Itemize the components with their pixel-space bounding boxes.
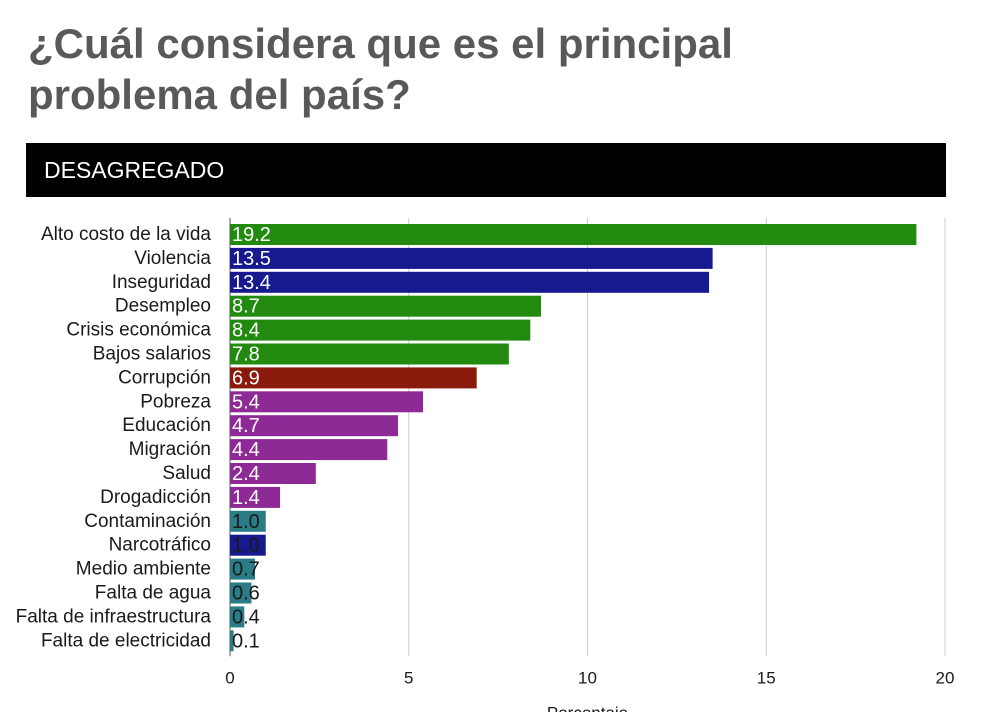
- value-label: 1.0: [232, 535, 260, 557]
- category-label: Bajos salarios: [93, 344, 211, 365]
- value-labels: 19.213.513.48.78.47.86.95.44.74.42.41.41…: [232, 224, 271, 652]
- bar: [230, 415, 399, 437]
- bar-chart: Alto costo de la vida Violencia Insegurida…: [16, 218, 954, 712]
- bar: [230, 391, 424, 413]
- value-label: 5.4: [232, 391, 260, 413]
- bar: [230, 319, 531, 341]
- category-label: Falta de agua: [95, 583, 212, 604]
- category-label: Medio ambiente: [76, 559, 211, 580]
- category-label: Migración: [129, 439, 211, 460]
- x-tick-label: 10: [578, 668, 597, 687]
- bars: [230, 224, 917, 652]
- category-label: Desempleo: [115, 296, 211, 317]
- bar: [230, 271, 710, 293]
- bar: [230, 224, 917, 245]
- bar: [230, 247, 713, 269]
- value-label: 19.2: [232, 224, 271, 246]
- category-label: Crisis económica: [66, 320, 211, 341]
- bar: [230, 343, 509, 365]
- value-label: 4.7: [232, 415, 260, 437]
- x-tick-label: 20: [936, 668, 955, 687]
- category-label: Falta de infraestructura: [16, 606, 212, 627]
- bar: [230, 558, 256, 580]
- value-label: 8.4: [232, 320, 260, 342]
- x-tick-label: 15: [757, 668, 776, 687]
- chart-title: ¿Cuál considera que es el principal prob…: [28, 20, 733, 118]
- x-axis-title: Porcentaje: [547, 703, 628, 712]
- value-label: 13.5: [232, 248, 271, 270]
- bar: [230, 463, 316, 484]
- x-axis-ticks: 0 5 10 15 20: [225, 668, 954, 687]
- category-label: Contaminación: [84, 511, 211, 532]
- bar: [230, 510, 266, 532]
- bar: [230, 486, 281, 508]
- subtitle-text: DESAGREGADO: [44, 156, 225, 183]
- bar: [230, 606, 245, 628]
- bar: [230, 439, 388, 461]
- value-label: 1.4: [232, 487, 260, 509]
- category-label: Alto costo de la vida: [41, 224, 211, 245]
- category-label: Drogadicción: [100, 487, 211, 508]
- category-label: Narcotráfico: [109, 535, 211, 556]
- value-label: 0.7: [232, 559, 260, 581]
- subtitle-banner: DESAGREGADO: [26, 143, 946, 197]
- bar: [230, 630, 234, 652]
- x-tick-label: 5: [404, 668, 413, 687]
- category-label: Salud: [162, 463, 211, 484]
- value-label: 8.7: [232, 296, 260, 318]
- x-tick-label: 0: [225, 668, 234, 687]
- category-label: Pobreza: [140, 391, 211, 412]
- category-label: Violencia: [134, 248, 211, 269]
- value-label: 2.4: [232, 463, 260, 485]
- category-labels: Alto costo de la vida Violencia Insegurida…: [16, 224, 212, 651]
- bar: [230, 295, 542, 317]
- bar: [230, 582, 252, 604]
- bar: [230, 534, 266, 556]
- value-label: 0.4: [232, 606, 260, 628]
- category-label: Falta de electricidad: [41, 630, 211, 651]
- bar: [230, 367, 477, 389]
- category-label: Educación: [122, 415, 211, 436]
- value-label: 4.4: [232, 439, 260, 461]
- value-label: 13.4: [232, 272, 271, 294]
- category-label: Inseguridad: [112, 272, 211, 293]
- value-label: 6.9: [232, 367, 260, 389]
- value-label: 0.1: [232, 630, 260, 652]
- value-label: 7.8: [232, 344, 260, 366]
- category-label: Corrupción: [118, 367, 211, 388]
- value-label: 0.6: [232, 583, 260, 605]
- value-label: 1.0: [232, 511, 260, 533]
